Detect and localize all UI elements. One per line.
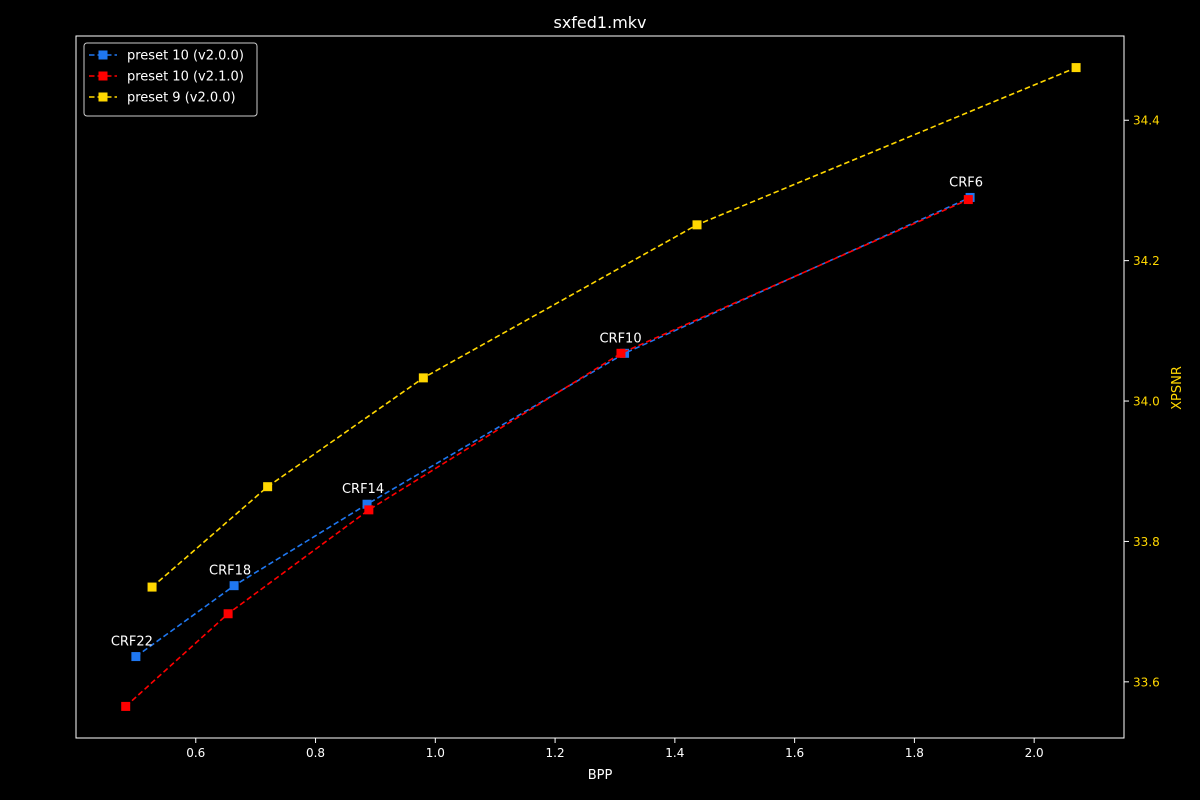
legend-item: preset 9 (v2.0.0)	[89, 91, 236, 106]
legend-box	[83, 42, 258, 117]
x-tick-label: 1.0	[426, 746, 445, 760]
point-annotation: CRF18	[209, 564, 251, 579]
legend-item: preset 10 (v2.0.0)	[89, 49, 244, 64]
data-point-marker	[616, 348, 626, 358]
x-axis-ticks: 0.6 0.8 1.0 1.2 1.4 1.6 1.8 2.0	[186, 738, 1044, 760]
x-tick-label: 1.4	[665, 746, 684, 760]
series-line	[151, 66, 1077, 588]
point-annotation: CRF14	[342, 482, 384, 497]
x-tick-label: 0.6	[186, 746, 205, 760]
legend-label: preset 9 (v2.0.0)	[127, 91, 236, 106]
data-point-marker	[1071, 63, 1081, 73]
x-axis-label: BPP	[588, 768, 613, 783]
y-tick-label: 34.4	[1133, 114, 1160, 128]
y-axis-label: XPSNR	[1170, 366, 1185, 410]
legend-label: preset 10 (v2.0.0)	[127, 49, 244, 64]
x-tick-label: 1.2	[546, 746, 565, 760]
point-annotation: CRF10	[599, 331, 641, 346]
series-line	[135, 196, 971, 658]
y-axis-ticks: 33.6 33.8 34.0 34.2 34.4	[1124, 114, 1160, 689]
legend-marker-swatch	[98, 71, 108, 81]
y-tick-label: 33.6	[1133, 675, 1160, 689]
x-tick-label: 1.8	[905, 746, 924, 760]
x-tick-label: 1.6	[785, 746, 804, 760]
y-tick-label: 33.8	[1133, 535, 1160, 549]
series-1	[121, 195, 973, 711]
annotation-layer: CRF22 CRF18 CRF14 CRF10 CRF6	[111, 175, 983, 649]
series-layer	[121, 63, 1081, 711]
data-point-marker	[229, 581, 239, 591]
data-point-marker	[963, 195, 973, 205]
point-annotation: CRF22	[111, 635, 153, 650]
data-point-marker	[263, 482, 273, 492]
y-tick-label: 34.0	[1133, 395, 1160, 409]
legend-marker-swatch	[98, 92, 108, 102]
data-point-marker	[692, 220, 702, 230]
data-point-marker	[121, 701, 131, 711]
data-point-marker	[131, 652, 141, 662]
data-point-marker	[147, 582, 157, 592]
series-line	[125, 198, 969, 707]
data-point-marker	[418, 373, 428, 383]
legend-marker-swatch	[98, 50, 108, 60]
chart-title: sxfed1.mkv	[553, 13, 646, 32]
legend-label: preset 10 (v2.1.0)	[127, 70, 244, 85]
series-2	[147, 63, 1081, 592]
legend-item: preset 10 (v2.1.0)	[89, 70, 244, 85]
point-annotation: CRF6	[949, 175, 983, 190]
plot-area-frame	[75, 35, 1125, 739]
series-0	[131, 192, 975, 662]
x-tick-label: 0.8	[306, 746, 325, 760]
data-point-marker	[362, 499, 372, 509]
data-point-marker	[223, 609, 233, 619]
data-point-marker	[364, 505, 374, 515]
legend: preset 10 (v2.0.0) preset 10 (v2.1.0) pres…	[83, 42, 258, 117]
x-tick-label: 2.0	[1025, 746, 1044, 760]
y-tick-label: 34.2	[1133, 254, 1160, 268]
